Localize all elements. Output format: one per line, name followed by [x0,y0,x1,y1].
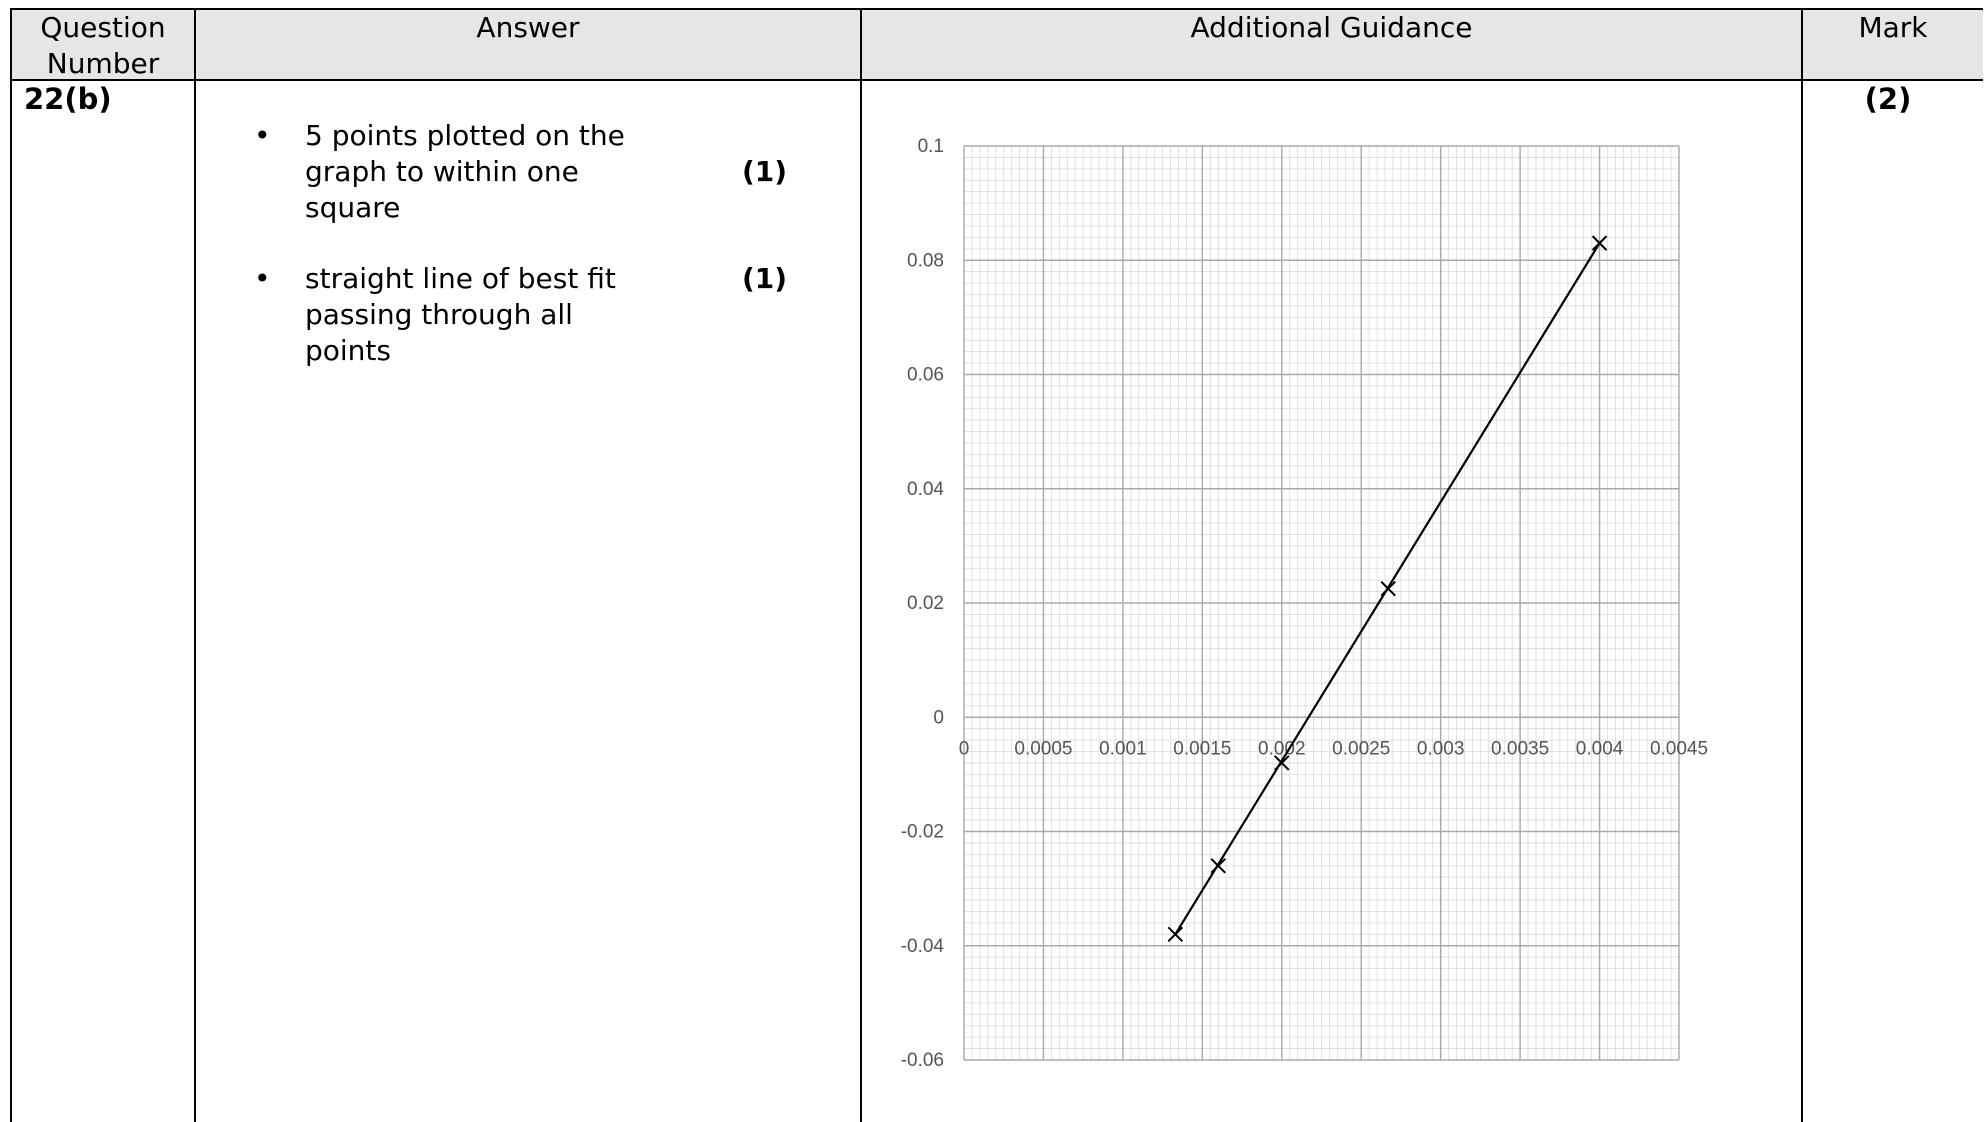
x-tick-label: 0.0025 [1332,738,1390,759]
bullet-1-text: 5 points plotted on the graph to within … [305,118,625,226]
col-divider-1 [194,8,196,1122]
plotted-points [1167,235,1608,943]
data-point-cross-stroke [1380,581,1396,597]
data-point-cross-stroke [1210,858,1226,874]
x-tick-label: 0 [959,738,970,759]
y-tick-label: -0.02 [901,822,944,843]
header-question-line1: Question [40,11,166,44]
bullet-2-line-1: straight line of best fit [305,262,616,295]
bullet-2-line-3: points [305,334,391,367]
major-grid [963,145,1680,1061]
data-point [1591,235,1608,251]
bullet-1-line-2: graph to within one [305,155,579,188]
bullet-1-line-3: square [305,191,401,224]
x-tick-label: 0.004 [1576,738,1624,759]
bullet-2-mark: (1) [742,262,788,295]
y-tick-label: 0.06 [907,365,944,386]
bullet-2-line-2: passing through all [305,298,573,331]
mark-scheme-table: Question Number Answer Additional Guidan… [10,8,1983,1122]
header-question-line2: Number [46,47,160,80]
y-tick-label: 0.1 [918,136,944,157]
header-question-number: Question Number [12,10,194,82]
y-tick-label: 0.08 [907,250,944,271]
y-tick-label: 0 [933,707,944,728]
data-point-cross-stroke [1167,926,1184,943]
bullet-icon: • [254,262,271,295]
x-tick-label: 0.003 [1417,738,1465,759]
data-point-cross-stroke [1274,755,1290,771]
minor-grid [964,146,1679,1060]
y-tick-label: 0.04 [907,479,944,500]
header-guidance: Additional Guidance [1190,11,1473,44]
bullet-1-mark: (1) [742,155,788,188]
col-divider-left [10,8,12,1122]
header-answer: Answer [476,11,580,44]
x-tick-label: 0.0015 [1173,738,1231,759]
question-number: 22(b) [24,82,112,116]
data-point-cross-stroke [1591,235,1608,251]
col-divider-2 [860,8,862,1122]
table-header-row [10,8,1983,79]
x-tick-label: 0.0045 [1650,738,1708,759]
y-tick-label: -0.04 [901,936,945,957]
col-divider-3 [1801,8,1803,1122]
x-tick-label: 0.0005 [1014,738,1072,759]
x-tick-label: 0.001 [1099,738,1147,759]
header-divider [10,79,1983,81]
data-point [1210,858,1226,874]
x-tick-label: 0.0035 [1491,738,1549,759]
y-axis-tick-labels: 0.1 0.08 0.06 0.04 0.02 0 -0.02 -0.04 -0.06 [901,136,945,1071]
x-axis-tick-labels: 0 0.0005 0.001 0.0015 0.002 0.0025 0.003 0.0035… [959,738,1708,759]
guidance-graph: 0.1 0.08 0.06 0.04 0.02 0 -0.02 -0.04 -0.06 0 0.0… [901,136,1708,1071]
y-tick-label: -0.06 [901,1050,944,1071]
data-point [1380,581,1396,597]
bullet-2-text: straight line of best fit passing throug… [305,261,616,369]
table-border-top [10,8,1983,10]
bullet-1-line-1: 5 points plotted on the [305,119,625,152]
header-mark: Mark [1858,11,1928,44]
data-point [1167,926,1184,943]
x-tick-label: 0.002 [1258,738,1306,759]
bullet-icon: • [254,119,271,152]
data-point [1274,755,1290,771]
total-mark: (2) [1864,82,1912,116]
y-tick-label: 0.02 [907,593,944,614]
